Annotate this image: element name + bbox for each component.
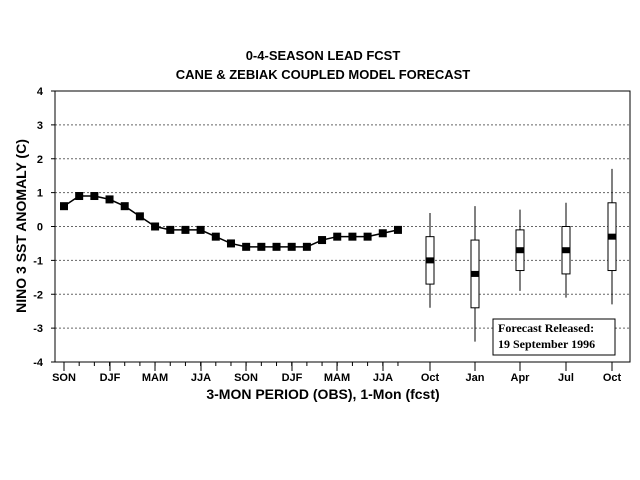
y-tick-label: 2: [37, 154, 43, 166]
grid-lines: [55, 124, 630, 329]
observed-point: [181, 225, 190, 234]
forecast-median: [516, 247, 524, 254]
observed-point: [75, 192, 84, 201]
y-tick-label: 0: [37, 222, 43, 234]
observed-point: [90, 192, 99, 201]
y-tick-label: -1: [33, 255, 43, 267]
forecast-box-5: [607, 168, 617, 305]
observed-point: [302, 242, 311, 251]
x-tick-label: MAM: [324, 372, 350, 384]
observed-point: [393, 225, 402, 234]
observed-series-points: [60, 192, 402, 251]
observed-point: [120, 202, 129, 211]
observed-point: [196, 225, 205, 234]
x-axis: SON DJF MAM JJA SON DJF MAM JJA Oct Jan Apr Jul Oct: [52, 362, 622, 384]
y-axis: 4 3 2 1 0 -1 -2 -3 -4: [33, 86, 55, 369]
observed-point: [211, 232, 220, 241]
x-tick-label: JJA: [373, 372, 393, 384]
x-tick-label: SON: [234, 372, 258, 384]
y-axis-label: NINO 3 SST ANOMALY (C): [13, 139, 29, 313]
release-note: Forecast Released: 19 September 1996: [492, 318, 616, 356]
y-tick-label: 1: [37, 188, 43, 200]
release-note-line1: Forecast Released:: [498, 321, 594, 335]
forecast-box-2: [470, 206, 480, 342]
x-tick-label: SON: [52, 372, 76, 384]
x-tick-label: JJA: [191, 372, 211, 384]
x-axis-label: 3-MON PERIOD (OBS), 1-Mon (fcst): [206, 386, 439, 402]
x-tick-label: Oct: [421, 372, 440, 384]
observed-point: [135, 212, 144, 221]
forecast-median: [608, 233, 616, 240]
observed-point: [242, 242, 251, 251]
observed-point: [60, 202, 68, 211]
y-tick-label: -3: [33, 323, 43, 335]
x-tick-label: Apr: [511, 372, 531, 384]
observed-series-line: [63, 195, 399, 248]
release-note-line2: 19 September 1996: [498, 337, 595, 351]
x-tick-label: MAM: [142, 372, 168, 384]
x-tick-label: Oct: [603, 372, 622, 384]
forecast-boxplots: [425, 168, 617, 342]
forecast-median: [562, 247, 570, 254]
x-tick-label: DJF: [282, 372, 303, 384]
x-tick-label: Jul: [558, 372, 574, 384]
y-tick-label: 3: [37, 120, 43, 132]
forecast-box-4: [561, 202, 571, 298]
observed-point: [105, 195, 114, 204]
observed-point: [378, 229, 387, 238]
observed-point: [333, 232, 342, 241]
y-tick-label: -2: [33, 289, 43, 301]
y-tick-label: 4: [37, 86, 44, 98]
forecast-box-1: [425, 212, 435, 308]
observed-point: [363, 232, 372, 241]
observed-point: [151, 222, 160, 231]
observed-point: [348, 232, 357, 241]
y-tick-label: -4: [33, 357, 44, 369]
observed-point: [287, 242, 296, 251]
x-tick-label: Jan: [466, 372, 485, 384]
observed-point: [257, 242, 266, 251]
release-note-box: [492, 318, 616, 356]
chart-subtitle: CANE & ZEBIAK COUPLED MODEL FORECAST: [176, 67, 470, 82]
forecast-median: [426, 257, 434, 264]
observed-point: [272, 242, 281, 251]
x-tick-label: DJF: [100, 372, 121, 384]
observed-point: [226, 239, 235, 248]
forecast-median: [471, 270, 479, 277]
observed-point: [318, 236, 327, 245]
chart-title: 0-4-SEASON LEAD FCST: [246, 48, 401, 63]
observed-point: [166, 225, 175, 234]
forecast-box-3: [515, 209, 525, 291]
